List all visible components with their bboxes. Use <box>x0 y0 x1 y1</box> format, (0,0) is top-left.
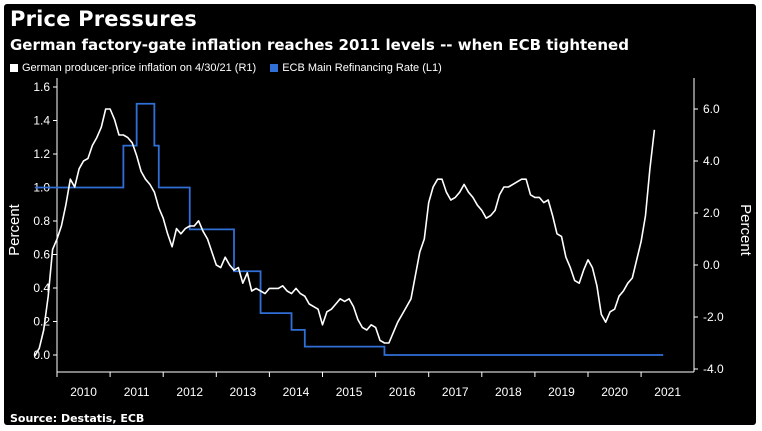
left-tick-label: 1.4 <box>33 114 50 128</box>
x-tick-label: 2016 <box>389 385 416 399</box>
x-tick-label: 2010 <box>70 385 97 399</box>
x-tick-label: 2015 <box>336 385 363 399</box>
chart-subtitle: German factory-gate inflation reaches 20… <box>10 36 629 54</box>
legend-swatch-ecb <box>270 64 279 72</box>
source-note: Source: Destatis, ECB <box>10 412 145 425</box>
x-tick-label: 2020 <box>601 385 628 399</box>
right-tick-label: 4.0 <box>703 154 720 168</box>
right-tick-label: 0.0 <box>703 258 720 272</box>
left-axis-title: Percent <box>6 203 23 256</box>
x-tick-label: 2021 <box>654 385 681 399</box>
x-tick-label: 2017 <box>442 385 469 399</box>
left-tick-label: 0.6 <box>33 248 50 262</box>
x-tick-label: 2013 <box>229 385 256 399</box>
left-tick-label: 1.2 <box>33 147 50 161</box>
ecb-rate-line <box>34 102 664 356</box>
legend-swatch-ppi <box>10 64 18 72</box>
left-tick-label: 1.6 <box>33 80 50 94</box>
x-tick-label: 2014 <box>283 385 310 399</box>
right-axis-title: Percent <box>737 204 754 257</box>
right-tick-label: 2.0 <box>703 206 720 220</box>
left-tick-label: 0.2 <box>33 315 50 329</box>
right-tick-label: -4.0 <box>703 362 724 376</box>
x-tick-label: 2018 <box>495 385 522 399</box>
legend-item-ppi: German producer-price inflation on 4/30/… <box>10 62 256 74</box>
left-tick-label: 0.8 <box>33 214 50 228</box>
x-tick-label: 2012 <box>176 385 203 399</box>
left-tick-label: 0.4 <box>33 281 50 295</box>
chart-frame: Price Pressures German factory-gate infl… <box>4 4 756 425</box>
legend-item-ecb: ECB Main Refinancing Rate (L1) <box>270 62 442 74</box>
legend-label-ecb: ECB Main Refinancing Rate (L1) <box>282 62 442 74</box>
right-tick-label: 6.0 <box>703 102 720 116</box>
x-tick-label: 2019 <box>548 385 575 399</box>
x-tick-label: 2011 <box>124 385 150 399</box>
ppi-inflation-line <box>34 108 656 357</box>
legend-label-ppi: German producer-price inflation on 4/30/… <box>22 62 257 74</box>
legend: German producer-price inflation on 4/30/… <box>10 62 456 74</box>
chart-title: Price Pressures <box>10 7 197 31</box>
right-tick-label: -2.0 <box>703 310 724 324</box>
